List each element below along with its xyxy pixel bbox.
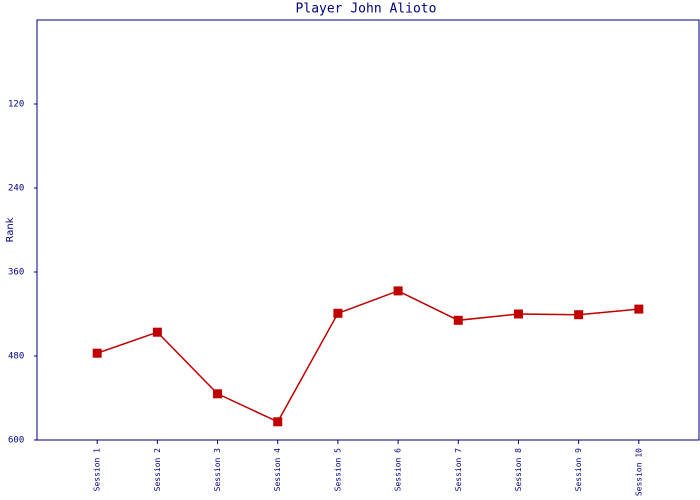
y-tick-label: 120 — [8, 100, 24, 110]
x-tick-label: Session 9 — [574, 448, 583, 492]
point — [213, 389, 223, 399]
x-tick-label: Session 2 — [153, 448, 162, 492]
point — [273, 417, 283, 427]
x-tick-label: Session 1 — [93, 448, 102, 492]
point — [152, 327, 162, 337]
x-tick-label: Session 5 — [333, 448, 342, 492]
x-tick-label: Session 3 — [213, 448, 222, 492]
y-tick-label: 240 — [8, 184, 24, 194]
point — [574, 310, 584, 320]
x-tick-label: Session 7 — [454, 448, 463, 492]
y-tick-label: 600 — [8, 436, 24, 446]
point — [453, 315, 463, 325]
series-line — [96, 290, 639, 423]
point — [513, 309, 523, 319]
x-tick-label: Session 8 — [514, 448, 523, 492]
point — [333, 308, 343, 318]
y-axis-label: Rank — [5, 217, 16, 242]
x-tick-label: Session 10 — [634, 448, 643, 496]
y-tick-label: 480 — [8, 352, 24, 362]
point — [92, 348, 102, 358]
point — [634, 304, 644, 314]
y-tick-label: 360 — [8, 268, 24, 278]
chart-title: Player John Alioto — [296, 2, 437, 17]
x-tick-label: Session 6 — [394, 448, 403, 492]
x-tick-label: Session 4 — [273, 448, 282, 492]
plot-frame — [36, 19, 700, 441]
point — [393, 286, 403, 296]
